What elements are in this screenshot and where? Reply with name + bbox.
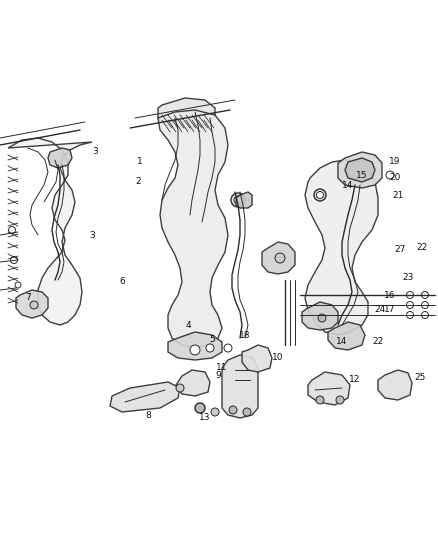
Circle shape — [386, 171, 394, 179]
Circle shape — [206, 344, 214, 352]
Text: 7: 7 — [25, 294, 31, 303]
Text: 3: 3 — [92, 148, 98, 157]
Circle shape — [406, 311, 413, 319]
Text: 18: 18 — [239, 330, 251, 340]
Polygon shape — [222, 355, 258, 418]
Circle shape — [421, 292, 428, 298]
Circle shape — [190, 345, 200, 355]
Polygon shape — [48, 148, 72, 168]
Circle shape — [224, 344, 232, 352]
Polygon shape — [262, 242, 295, 274]
Polygon shape — [236, 192, 252, 208]
Circle shape — [275, 253, 285, 263]
Text: 25: 25 — [414, 374, 426, 383]
Text: 16: 16 — [384, 290, 396, 300]
Text: 4: 4 — [185, 320, 191, 329]
Polygon shape — [338, 152, 382, 188]
Text: 14: 14 — [343, 181, 354, 190]
Text: 3: 3 — [89, 230, 95, 239]
Text: 19: 19 — [389, 157, 401, 166]
Circle shape — [231, 193, 245, 207]
Circle shape — [234, 196, 242, 204]
Text: 17: 17 — [384, 305, 396, 314]
Polygon shape — [305, 160, 378, 335]
Text: 22: 22 — [417, 244, 427, 253]
Circle shape — [11, 256, 18, 263]
Circle shape — [421, 302, 428, 309]
Polygon shape — [176, 370, 210, 396]
Polygon shape — [308, 372, 350, 405]
Polygon shape — [242, 345, 272, 372]
Circle shape — [336, 396, 344, 404]
Text: 23: 23 — [403, 273, 413, 282]
Circle shape — [229, 406, 237, 414]
Text: 11: 11 — [216, 364, 228, 373]
Polygon shape — [302, 302, 338, 330]
Text: 13: 13 — [199, 414, 211, 423]
Text: 6: 6 — [119, 278, 125, 287]
Circle shape — [176, 384, 184, 392]
Polygon shape — [16, 290, 48, 318]
Text: 10: 10 — [272, 353, 284, 362]
Text: 24: 24 — [374, 305, 385, 314]
Text: 15: 15 — [356, 171, 368, 180]
Circle shape — [314, 189, 326, 201]
Circle shape — [421, 311, 428, 319]
Text: 22: 22 — [372, 337, 384, 346]
Circle shape — [15, 282, 21, 288]
Polygon shape — [378, 370, 412, 400]
Circle shape — [316, 396, 324, 404]
Text: 14: 14 — [336, 337, 348, 346]
Circle shape — [211, 408, 219, 416]
Text: 12: 12 — [350, 376, 360, 384]
Circle shape — [406, 302, 413, 309]
Circle shape — [318, 314, 326, 322]
Circle shape — [406, 292, 413, 298]
Circle shape — [30, 301, 38, 309]
Text: 5: 5 — [209, 335, 215, 344]
Polygon shape — [158, 98, 215, 128]
Circle shape — [317, 191, 324, 198]
Text: 20: 20 — [389, 174, 401, 182]
Text: 27: 27 — [394, 246, 406, 254]
Circle shape — [8, 227, 15, 233]
Text: 1: 1 — [137, 157, 143, 166]
Text: 8: 8 — [145, 410, 151, 419]
Polygon shape — [328, 322, 365, 350]
Circle shape — [243, 408, 251, 416]
Polygon shape — [8, 138, 92, 325]
Polygon shape — [168, 332, 222, 360]
Polygon shape — [158, 110, 228, 348]
Text: 21: 21 — [392, 190, 404, 199]
Polygon shape — [110, 382, 180, 412]
Polygon shape — [345, 158, 375, 182]
Text: 9: 9 — [215, 370, 221, 379]
Text: 2: 2 — [135, 177, 141, 187]
Circle shape — [195, 403, 205, 413]
